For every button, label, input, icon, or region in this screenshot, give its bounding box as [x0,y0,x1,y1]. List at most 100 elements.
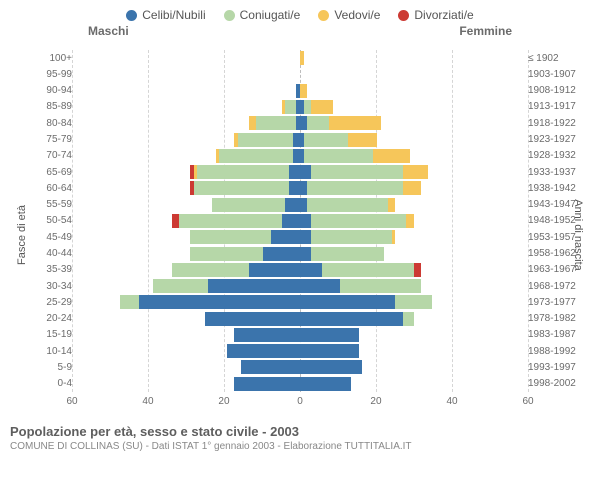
bar-segment [293,133,300,147]
bar-segment [289,181,300,195]
birth-label: 1978-1982 [520,313,600,324]
age-label: 45-49 [0,232,80,243]
bar-segment [256,116,296,130]
bar-segment [307,198,388,212]
birth-label: 1933-1937 [520,167,600,178]
row-bars [80,84,520,98]
bar-segment [406,214,413,228]
row-bars [80,377,520,391]
legend-label: Divorziati/e [414,8,473,22]
row-bars [80,214,520,228]
x-tick: 20 [218,396,229,407]
bar-segment [238,133,293,147]
bar-segment [388,198,395,212]
bar-segment [403,312,414,326]
bar-segment [322,263,414,277]
bar-segment [403,181,421,195]
bar-segment [311,165,403,179]
age-label: 100+ [0,53,80,64]
age-label: 80-84 [0,118,80,129]
bar-segment [212,198,285,212]
chart-title: Popolazione per età, sesso e stato civil… [10,424,590,439]
birth-label: 1963-1967 [520,264,600,275]
bar-segment [205,312,300,326]
birth-label: 1908-1912 [520,85,600,96]
age-row: 80-841918-1922 [0,115,600,131]
row-bars [80,263,520,277]
bar-segment [304,133,348,147]
chart-footer: Popolazione per età, sesso e stato civil… [0,418,600,452]
bar-segment [190,247,263,261]
row-bars [80,67,520,81]
bar-segment [153,279,208,293]
x-axis: 6040200204060 [72,396,528,418]
bar-segment [304,100,311,114]
age-label: 90-94 [0,85,80,96]
x-tick: 60 [66,396,77,407]
chart-source: COMUNE DI COLLINAS (SU) - Dati ISTAT 1° … [10,441,590,452]
age-label: 10-14 [0,346,80,357]
bar-segment [311,100,333,114]
bar-segment [300,214,311,228]
birth-label: 1913-1917 [520,101,600,112]
bar-segment [300,263,322,277]
heading-male: Maschi [88,24,129,38]
row-bars [80,133,520,147]
heading-female: Femmine [459,24,512,38]
bar-segment [392,230,396,244]
x-tick: 20 [370,396,381,407]
bar-segment [348,133,377,147]
legend-label: Coniugati/e [240,8,301,22]
birth-label: 1928-1932 [520,150,600,161]
age-label: 0-4 [0,378,80,389]
legend-swatch [224,10,235,21]
bar-segment [179,214,282,228]
age-row: 5-91993-1997 [0,359,600,375]
legend-label: Vedovi/e [334,8,380,22]
legend-label: Celibi/Nubili [142,8,205,22]
age-label: 60-64 [0,183,80,194]
age-row: 40-441958-1962 [0,245,600,261]
bar-segment [194,181,289,195]
row-bars [80,230,520,244]
bar-segment [373,149,410,163]
bar-segment [208,279,300,293]
bar-segment [293,149,300,163]
bar-segment [300,181,307,195]
age-row: 60-641938-1942 [0,180,600,196]
bar-segment [403,165,429,179]
x-tick: 40 [446,396,457,407]
row-bars [80,328,520,342]
bar-segment [234,328,300,342]
bar-segment [197,165,289,179]
birth-label: 1943-1947 [520,199,600,210]
bar-segment [311,230,392,244]
age-label: 50-54 [0,215,80,226]
age-row: 20-24 1978-1982 [0,311,600,327]
bar-segment [307,181,402,195]
age-row: 55-591943-1947 [0,197,600,213]
birth-label: ≤ 1902 [520,53,600,64]
age-label: 65-69 [0,167,80,178]
age-label: 20-24 [0,313,80,324]
age-row: 35-391963-1967 [0,262,600,278]
age-row: 30-34 1968-1972 [0,278,600,294]
age-row: 95-991903-1907 [0,66,600,82]
bar-segment [263,247,300,261]
row-bars [80,279,520,293]
age-label: 30-34 [0,281,80,292]
legend-swatch [126,10,137,21]
legend-swatch [318,10,329,21]
population-pyramid: Fasce di età Anni di nascita 100+≤ 19029… [0,40,600,418]
birth-label: 1968-1972 [520,281,600,292]
bar-segment [120,295,138,309]
bar-segment [139,295,300,309]
age-row: 85-891913-1917 [0,99,600,115]
bar-segment [340,279,421,293]
age-label: 15-19 [0,329,80,340]
age-row: 15-191983-1987 [0,327,600,343]
birth-label: 1958-1962 [520,248,600,259]
bar-segment [249,263,300,277]
bar-segment [289,165,300,179]
birth-label: 1998-2002 [520,378,600,389]
